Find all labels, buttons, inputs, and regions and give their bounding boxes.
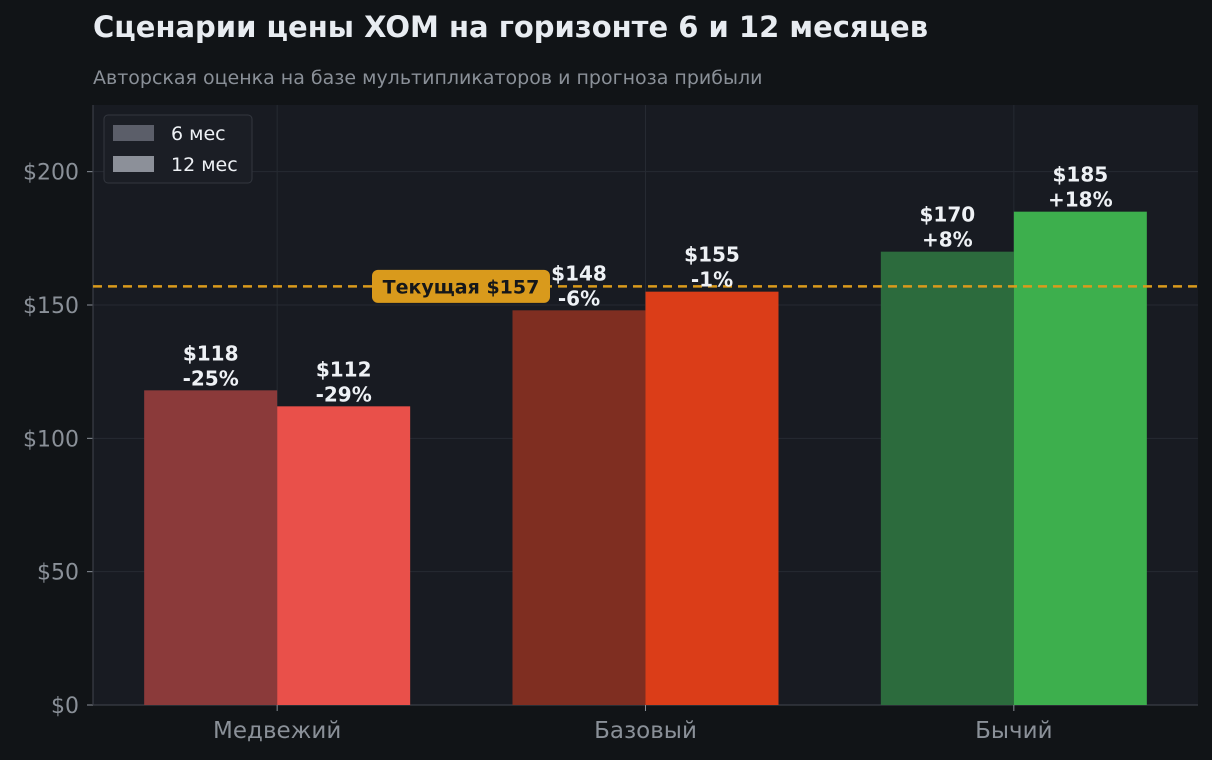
bar-value-label: $155 -1%	[684, 243, 740, 292]
bar-value-label: $112 -29%	[316, 357, 372, 406]
bar-6m	[880, 251, 1014, 705]
y-tick-label: $150	[23, 294, 79, 319]
legend-label: 12 мес	[171, 154, 238, 176]
bar-value-label: $170 +8%	[919, 203, 975, 252]
current-price-label: Текущая $157	[383, 276, 540, 298]
legend-swatch	[113, 125, 154, 141]
legend-swatch	[113, 156, 154, 172]
x-tick-label: Медвежий	[213, 718, 341, 744]
y-tick-label: $50	[37, 561, 79, 586]
bar-value-label: $148 -6%	[551, 261, 607, 310]
y-tick-label: $0	[51, 694, 79, 719]
x-tick-label: Базовый	[594, 718, 697, 744]
chart-title: Сценарии цены XOM на горизонте 6 и 12 ме…	[93, 10, 929, 44]
bar-12m	[645, 291, 779, 705]
chart-subtitle: Авторская оценка на базе мультипликаторо…	[93, 67, 763, 89]
bar-value-label: $185 +18%	[1048, 163, 1113, 212]
y-tick-label: $200	[23, 161, 79, 186]
current-price-label-box	[372, 269, 550, 303]
bar-6m	[144, 390, 278, 705]
bar-12m	[277, 406, 411, 705]
x-tick-label: Бычий	[975, 718, 1052, 744]
bar-value-label: $118 -25%	[183, 341, 239, 390]
bar-6m	[512, 310, 646, 705]
legend-label: 6 мес	[171, 123, 226, 145]
y-tick-label: $100	[23, 427, 79, 452]
bar-12m	[1013, 211, 1147, 705]
